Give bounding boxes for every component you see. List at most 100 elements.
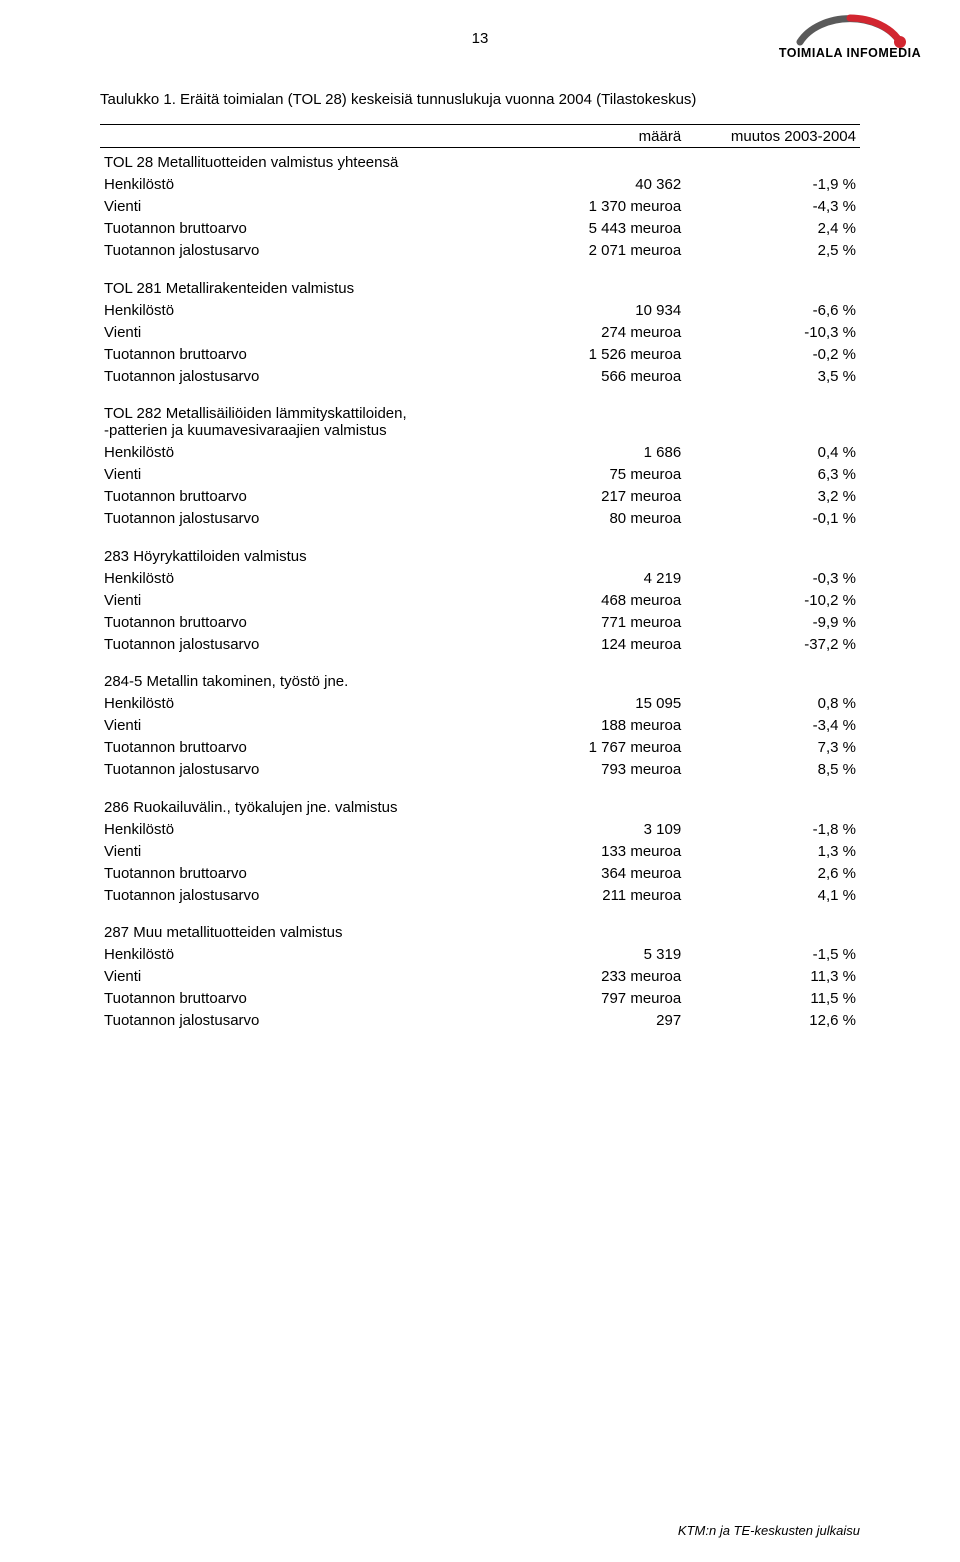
- row-change: -1,5 %: [685, 944, 860, 966]
- row-change: 0,8 %: [685, 693, 860, 715]
- col-header-empty: [100, 125, 518, 148]
- row-value: 1 767 meuroa: [518, 737, 685, 759]
- row-value: 10 934: [518, 299, 685, 321]
- row-label: Vienti: [100, 715, 518, 737]
- row-value: 4 219: [518, 567, 685, 589]
- row-change: 11,5 %: [685, 988, 860, 1010]
- row-label: Tuotannon jalostusarvo: [100, 240, 518, 262]
- row-label: Vienti: [100, 196, 518, 218]
- row-label: Tuotannon jalostusarvo: [100, 365, 518, 387]
- row-value: 15 095: [518, 693, 685, 715]
- section-header-row: TOL 28 Metallituotteiden valmistus yhtee…: [100, 148, 860, 174]
- row-change: -0,1 %: [685, 508, 860, 530]
- row-value: 2 071 meuroa: [518, 240, 685, 262]
- row-label: Vienti: [100, 840, 518, 862]
- table-row: Tuotannon jalostusarvo566 meuroa3,5 %: [100, 365, 860, 387]
- row-change: 2,5 %: [685, 240, 860, 262]
- table-row: Vienti274 meuroa-10,3 %: [100, 321, 860, 343]
- row-label: Tuotannon bruttoarvo: [100, 343, 518, 365]
- page-number: 13: [472, 30, 489, 47]
- row-change: -10,3 %: [685, 321, 860, 343]
- section-header-row: TOL 282 Metallisäiliöiden lämmityskattil…: [100, 387, 860, 442]
- table-row: Vienti1 370 meuroa-4,3 %: [100, 196, 860, 218]
- row-value: 188 meuroa: [518, 715, 685, 737]
- logo: TOIMIALA INFOMEDIA: [770, 12, 930, 60]
- row-change: -4,3 %: [685, 196, 860, 218]
- row-label: Tuotannon bruttoarvo: [100, 737, 518, 759]
- table-row: Tuotannon jalostusarvo793 meuroa8,5 %: [100, 759, 860, 781]
- row-change: -1,9 %: [685, 174, 860, 196]
- row-value: 1 370 meuroa: [518, 196, 685, 218]
- row-change: -3,4 %: [685, 715, 860, 737]
- table-row: Tuotannon bruttoarvo5 443 meuroa2,4 %: [100, 218, 860, 240]
- table-row: Tuotannon bruttoarvo771 meuroa-9,9 %: [100, 611, 860, 633]
- table-row: Tuotannon jalostusarvo2 071 meuroa2,5 %: [100, 240, 860, 262]
- col-header-change: muutos 2003-2004: [685, 125, 860, 148]
- row-value: 5 443 meuroa: [518, 218, 685, 240]
- row-label: Tuotannon bruttoarvo: [100, 218, 518, 240]
- row-label: Vienti: [100, 966, 518, 988]
- table-row: Tuotannon bruttoarvo364 meuroa2,6 %: [100, 862, 860, 884]
- table-row: Vienti133 meuroa1,3 %: [100, 840, 860, 862]
- row-label: Henkilöstö: [100, 818, 518, 840]
- row-change: 8,5 %: [685, 759, 860, 781]
- row-label: Henkilöstö: [100, 567, 518, 589]
- col-header-amount: määrä: [518, 125, 685, 148]
- table-row: Tuotannon jalostusarvo29712,6 %: [100, 1010, 860, 1032]
- row-label: Tuotannon jalostusarvo: [100, 1010, 518, 1032]
- table-row: Henkilöstö3 109-1,8 %: [100, 818, 860, 840]
- row-value: 233 meuroa: [518, 966, 685, 988]
- data-table: määrä muutos 2003-2004 TOL 28 Metallituo…: [100, 124, 860, 1032]
- section-header-row: 287 Muu metallituotteiden valmistus: [100, 906, 860, 944]
- row-value: 566 meuroa: [518, 365, 685, 387]
- row-value: 297: [518, 1010, 685, 1032]
- section-header-row: TOL 281 Metallirakenteiden valmistus: [100, 262, 860, 300]
- table-caption: Taulukko 1. Eräitä toimialan (TOL 28) ke…: [100, 90, 860, 110]
- table-row: Vienti233 meuroa11,3 %: [100, 966, 860, 988]
- row-label: Vienti: [100, 589, 518, 611]
- row-value: 1 686: [518, 442, 685, 464]
- row-label: Tuotannon bruttoarvo: [100, 862, 518, 884]
- table-row: Vienti468 meuroa-10,2 %: [100, 589, 860, 611]
- row-value: 133 meuroa: [518, 840, 685, 862]
- row-change: -0,2 %: [685, 343, 860, 365]
- row-value: 124 meuroa: [518, 633, 685, 655]
- table-row: Vienti75 meuroa6,3 %: [100, 464, 860, 486]
- table-row: Tuotannon bruttoarvo1 767 meuroa7,3 %: [100, 737, 860, 759]
- table-row: Henkilöstö1 6860,4 %: [100, 442, 860, 464]
- row-label: Henkilöstö: [100, 442, 518, 464]
- row-change: 6,3 %: [685, 464, 860, 486]
- row-value: 80 meuroa: [518, 508, 685, 530]
- logo-arc-icon: [790, 12, 910, 50]
- row-label: Tuotannon jalostusarvo: [100, 759, 518, 781]
- table-row: Tuotannon bruttoarvo797 meuroa11,5 %: [100, 988, 860, 1010]
- row-label: Vienti: [100, 321, 518, 343]
- row-value: 1 526 meuroa: [518, 343, 685, 365]
- row-change: -37,2 %: [685, 633, 860, 655]
- table-row: Tuotannon jalostusarvo80 meuroa-0,1 %: [100, 508, 860, 530]
- row-label: Henkilöstö: [100, 174, 518, 196]
- section-title: 286 Ruokailuvälin., työkalujen jne. valm…: [100, 781, 860, 819]
- row-label: Tuotannon bruttoarvo: [100, 988, 518, 1010]
- table-row: Henkilöstö40 362-1,9 %: [100, 174, 860, 196]
- row-change: -9,9 %: [685, 611, 860, 633]
- row-change: 2,4 %: [685, 218, 860, 240]
- row-value: 217 meuroa: [518, 486, 685, 508]
- row-label: Henkilöstö: [100, 299, 518, 321]
- row-label: Vienti: [100, 464, 518, 486]
- section-header-row: 286 Ruokailuvälin., työkalujen jne. valm…: [100, 781, 860, 819]
- row-value: 5 319: [518, 944, 685, 966]
- row-value: 3 109: [518, 818, 685, 840]
- row-change: 2,6 %: [685, 862, 860, 884]
- row-change: -0,3 %: [685, 567, 860, 589]
- row-label: Tuotannon jalostusarvo: [100, 508, 518, 530]
- row-value: 211 meuroa: [518, 884, 685, 906]
- row-change: 0,4 %: [685, 442, 860, 464]
- section-header-row: 283 Höyrykattiloiden valmistus: [100, 530, 860, 568]
- row-value: 274 meuroa: [518, 321, 685, 343]
- row-change: 12,6 %: [685, 1010, 860, 1032]
- row-value: 75 meuroa: [518, 464, 685, 486]
- row-value: 468 meuroa: [518, 589, 685, 611]
- table-row: Henkilöstö15 0950,8 %: [100, 693, 860, 715]
- row-label: Henkilöstö: [100, 693, 518, 715]
